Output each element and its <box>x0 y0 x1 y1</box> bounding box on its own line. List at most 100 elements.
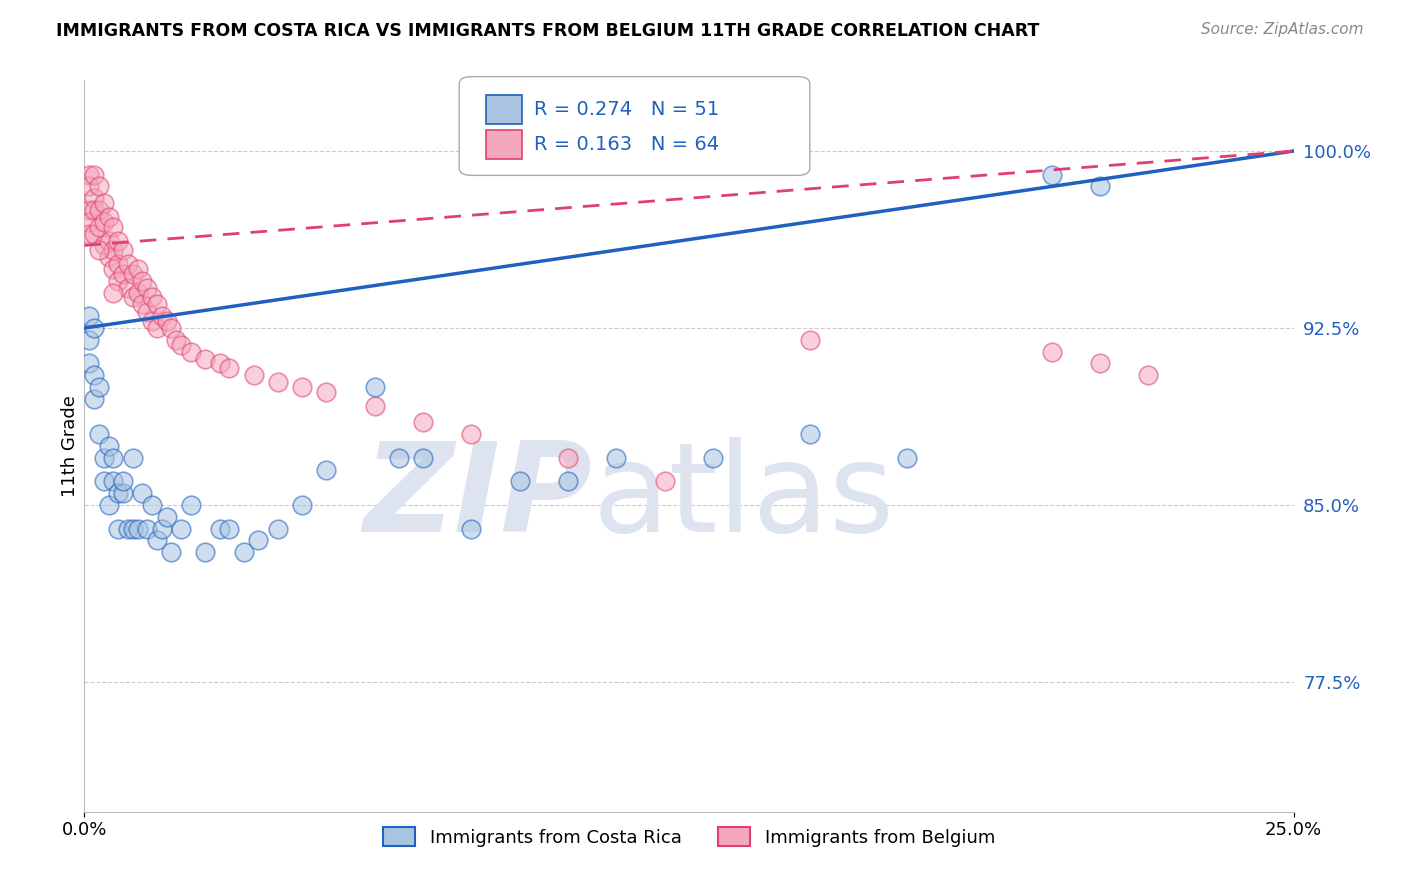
Point <box>121 522 143 536</box>
Point <box>117 281 139 295</box>
Point <box>160 321 183 335</box>
Point <box>107 522 129 536</box>
Point <box>218 522 240 536</box>
Point <box>83 227 105 241</box>
Point <box>291 498 314 512</box>
FancyBboxPatch shape <box>486 130 522 160</box>
Point <box>77 202 100 217</box>
Point <box>146 533 169 548</box>
Point <box>1040 168 1063 182</box>
Point <box>170 522 193 536</box>
Point <box>112 243 135 257</box>
Point <box>654 475 676 489</box>
Point <box>77 227 100 241</box>
Point <box>93 215 115 229</box>
Point <box>150 310 173 324</box>
Point <box>141 498 163 512</box>
Point <box>103 262 125 277</box>
Point <box>799 427 821 442</box>
Point <box>194 545 217 559</box>
Point <box>77 168 100 182</box>
Point <box>208 522 231 536</box>
Point <box>87 243 110 257</box>
Point <box>83 392 105 406</box>
Point <box>1088 179 1111 194</box>
Point <box>896 450 918 465</box>
Point <box>412 416 434 430</box>
Point <box>218 361 240 376</box>
Point <box>103 450 125 465</box>
Point <box>460 522 482 536</box>
Point <box>107 234 129 248</box>
Point <box>136 281 159 295</box>
Point <box>83 202 105 217</box>
Point <box>107 257 129 271</box>
Point <box>127 262 149 277</box>
Y-axis label: 11th Grade: 11th Grade <box>60 395 79 497</box>
Point <box>77 356 100 370</box>
Point <box>363 399 385 413</box>
Point <box>93 238 115 252</box>
Point <box>112 267 135 281</box>
Point <box>127 522 149 536</box>
Point <box>1088 356 1111 370</box>
Point <box>131 274 153 288</box>
Point <box>208 356 231 370</box>
Point <box>160 545 183 559</box>
Point <box>136 522 159 536</box>
FancyBboxPatch shape <box>460 77 810 176</box>
Point <box>83 191 105 205</box>
Point <box>1040 344 1063 359</box>
Text: R = 0.163   N = 64: R = 0.163 N = 64 <box>534 136 720 154</box>
Text: IMMIGRANTS FROM COSTA RICA VS IMMIGRANTS FROM BELGIUM 11TH GRADE CORRELATION CHA: IMMIGRANTS FROM COSTA RICA VS IMMIGRANTS… <box>56 22 1039 40</box>
Point <box>87 202 110 217</box>
Point <box>194 351 217 366</box>
Point <box>97 498 120 512</box>
Point <box>150 522 173 536</box>
Point <box>509 475 531 489</box>
Point <box>83 368 105 383</box>
Point <box>180 498 202 512</box>
Point <box>103 243 125 257</box>
Point <box>77 333 100 347</box>
Point <box>77 310 100 324</box>
Point <box>77 179 100 194</box>
Point <box>103 475 125 489</box>
Point <box>112 486 135 500</box>
Point <box>87 427 110 442</box>
Point <box>83 168 105 182</box>
Point <box>107 274 129 288</box>
Point <box>97 210 120 224</box>
Point <box>121 267 143 281</box>
Point <box>141 290 163 304</box>
Point <box>155 509 177 524</box>
Point <box>165 333 187 347</box>
Text: Source: ZipAtlas.com: Source: ZipAtlas.com <box>1201 22 1364 37</box>
Point <box>136 304 159 318</box>
Point <box>605 450 627 465</box>
Point <box>557 475 579 489</box>
Point <box>180 344 202 359</box>
Point <box>97 234 120 248</box>
Point <box>103 219 125 234</box>
Point <box>93 450 115 465</box>
Point <box>131 297 153 311</box>
Point <box>97 250 120 264</box>
Point <box>146 321 169 335</box>
Point <box>799 333 821 347</box>
Point <box>131 486 153 500</box>
Point <box>267 376 290 390</box>
Point <box>121 450 143 465</box>
Point <box>388 450 411 465</box>
Point <box>141 314 163 328</box>
Point <box>315 384 337 399</box>
FancyBboxPatch shape <box>486 95 522 124</box>
Point <box>412 450 434 465</box>
Text: R = 0.274   N = 51: R = 0.274 N = 51 <box>534 100 720 119</box>
Point <box>87 179 110 194</box>
Point <box>107 486 129 500</box>
Point <box>267 522 290 536</box>
Point <box>557 450 579 465</box>
Point <box>146 297 169 311</box>
Point <box>363 380 385 394</box>
